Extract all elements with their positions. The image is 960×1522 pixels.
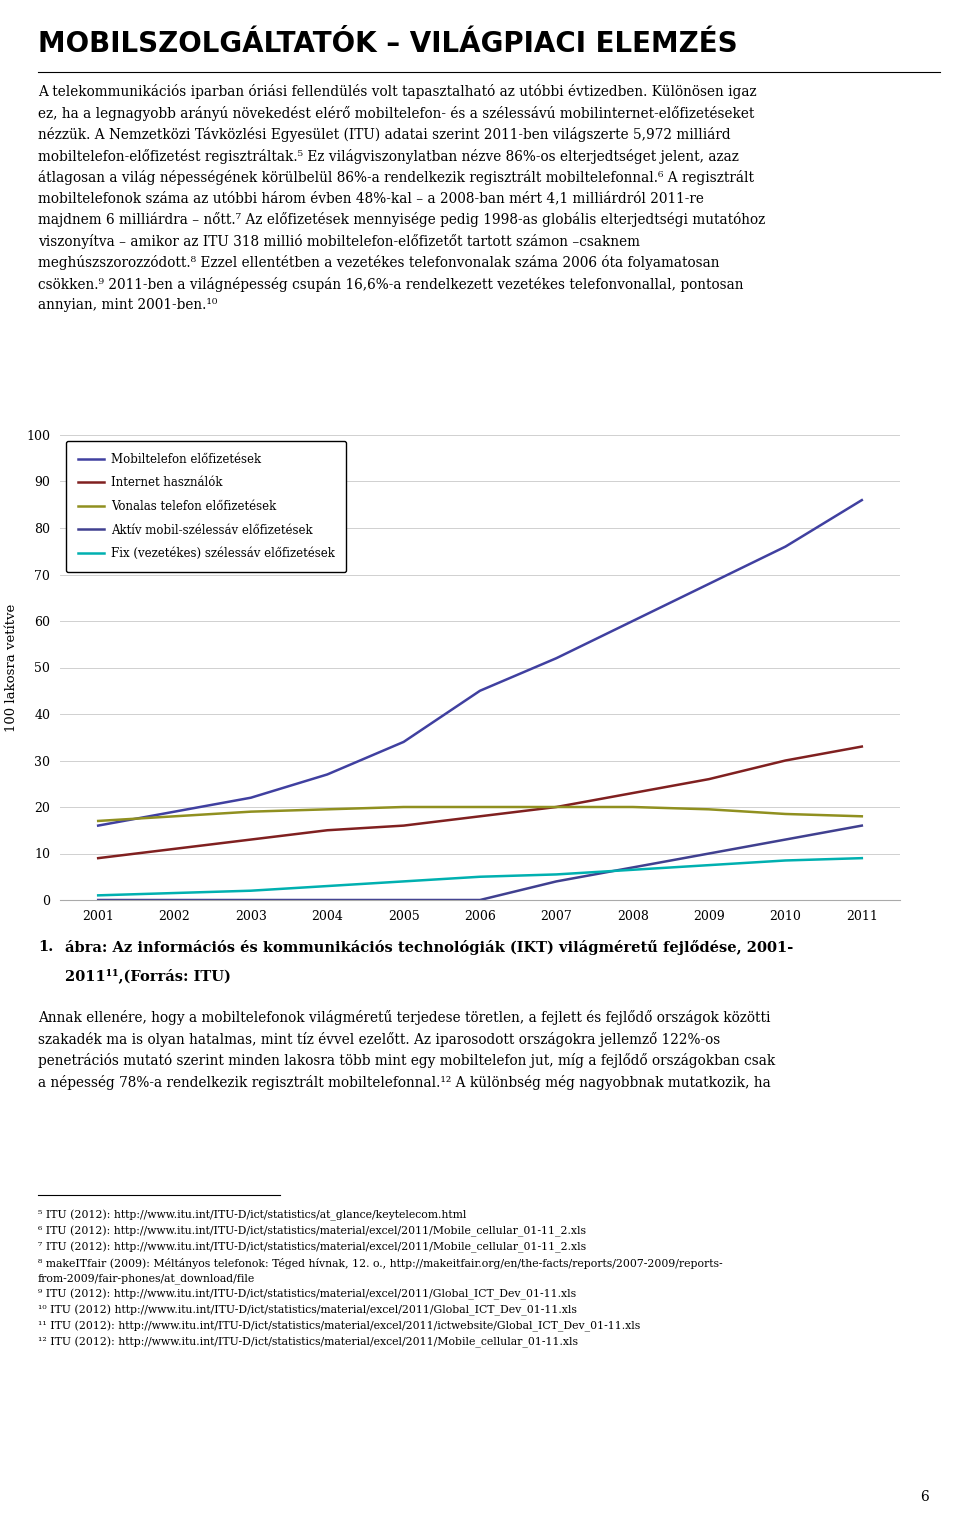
Text: ⁵ ITU (2012): http://www.itu.int/ITU-D/ict/statistics/at_glance/keytelecom.html
: ⁵ ITU (2012): http://www.itu.int/ITU-D/i… bbox=[38, 1210, 723, 1348]
Text: MOBILSZOLGÁLTATÓK – VILÁGPIACI ELEMZÉS: MOBILSZOLGÁLTATÓK – VILÁGPIACI ELEMZÉS bbox=[38, 30, 737, 58]
Aktív mobil-szélessáv előfizetések bbox=[856, 816, 868, 834]
Fix (vezetékes) szélessáv előfizetések bbox=[397, 872, 409, 890]
Mobiltelefon előfizetések bbox=[474, 682, 486, 700]
Text: ábra: Az információs és kommunikációs technológiák (IKT) világméretű fejlődése, : ábra: Az információs és kommunikációs te… bbox=[65, 941, 793, 954]
Fix (vezetékes) szélessáv előfizetések bbox=[169, 884, 180, 903]
Mobiltelefon előfizetések bbox=[704, 575, 715, 594]
Internet használók bbox=[245, 831, 256, 849]
Text: 1.: 1. bbox=[38, 941, 53, 954]
Aktív mobil-szélessáv előfizetések bbox=[780, 831, 791, 849]
Internet használók bbox=[92, 849, 104, 868]
Fix (vezetékes) szélessáv előfizetések bbox=[322, 877, 333, 895]
Y-axis label: 100 lakosra vetítve: 100 lakosra vetítve bbox=[5, 603, 18, 732]
Aktív mobil-szélessáv előfizetések bbox=[322, 890, 333, 909]
Text: 6: 6 bbox=[920, 1490, 928, 1504]
Vonalas telefon előfizetések bbox=[780, 805, 791, 823]
Mobiltelefon előfizetések bbox=[627, 612, 638, 630]
Aktív mobil-szélessáv előfizetések bbox=[627, 858, 638, 877]
Fix (vezetékes) szélessáv előfizetések bbox=[627, 860, 638, 878]
Aktív mobil-szélessáv előfizetések bbox=[474, 890, 486, 909]
Fix (vezetékes) szélessáv előfizetések bbox=[704, 855, 715, 874]
Aktív mobil-szélessáv előfizetések bbox=[704, 845, 715, 863]
Fix (vezetékes) szélessáv előfizetések bbox=[245, 881, 256, 900]
Internet használók bbox=[780, 752, 791, 770]
Aktív mobil-szélessáv előfizetések bbox=[169, 890, 180, 909]
Mobiltelefon előfizetések bbox=[169, 802, 180, 820]
Vonalas telefon előfizetések bbox=[397, 798, 409, 816]
Fix (vezetékes) szélessáv előfizetések bbox=[551, 866, 563, 884]
Aktív mobil-szélessáv előfizetések bbox=[397, 890, 409, 909]
Vonalas telefon előfizetések bbox=[245, 802, 256, 820]
Vonalas telefon előfizetések bbox=[169, 807, 180, 825]
Mobiltelefon előfizetések bbox=[245, 788, 256, 807]
Line: Vonalas telefon előfizetések: Vonalas telefon előfizetések bbox=[98, 807, 862, 820]
Vonalas telefon előfizetések bbox=[551, 798, 563, 816]
Text: 2011¹¹,(Forrás: ITU): 2011¹¹,(Forrás: ITU) bbox=[65, 968, 230, 983]
Internet használók bbox=[397, 816, 409, 834]
Vonalas telefon előfizetések bbox=[322, 801, 333, 819]
Internet használók bbox=[322, 820, 333, 839]
Aktív mobil-szélessáv előfizetések bbox=[551, 872, 563, 890]
Internet használók bbox=[551, 798, 563, 816]
Text: A telekommunikációs iparban óriási fellendülés volt tapasztalható az utóbbi évti: A telekommunikációs iparban óriási felle… bbox=[38, 84, 765, 312]
Legend: Mobiltelefon előfizetések, Internet használók, Vonalas telefon előfizetések, Akt: Mobiltelefon előfizetések, Internet hasz… bbox=[66, 441, 347, 572]
Mobiltelefon előfizetések bbox=[92, 816, 104, 834]
Line: Internet használók: Internet használók bbox=[98, 747, 862, 858]
Vonalas telefon előfizetések bbox=[627, 798, 638, 816]
Fix (vezetékes) szélessáv előfizetések bbox=[474, 868, 486, 886]
Text: Annak ellenére, hogy a mobiltelefonok világméretű terjedese töretlen, a fejlett : Annak ellenére, hogy a mobiltelefonok vi… bbox=[38, 1011, 776, 1090]
Line: Aktív mobil-szélessáv előfizetések: Aktív mobil-szélessáv előfizetések bbox=[98, 825, 862, 900]
Mobiltelefon előfizetések bbox=[322, 766, 333, 784]
Mobiltelefon előfizetések bbox=[780, 537, 791, 556]
Vonalas telefon előfizetések bbox=[856, 807, 868, 825]
Mobiltelefon előfizetések bbox=[397, 732, 409, 750]
Line: Mobiltelefon előfizetések: Mobiltelefon előfizetések bbox=[98, 501, 862, 825]
Internet használók bbox=[856, 738, 868, 756]
Aktív mobil-szélessáv előfizetések bbox=[245, 890, 256, 909]
Line: Fix (vezetékes) szélessáv előfizetések: Fix (vezetékes) szélessáv előfizetések bbox=[98, 858, 862, 895]
Fix (vezetékes) szélessáv előfizetések bbox=[92, 886, 104, 904]
Internet használók bbox=[474, 807, 486, 825]
Vonalas telefon előfizetések bbox=[704, 801, 715, 819]
Vonalas telefon előfizetések bbox=[474, 798, 486, 816]
Internet használók bbox=[169, 840, 180, 858]
Aktív mobil-szélessáv előfizetések bbox=[92, 890, 104, 909]
Fix (vezetékes) szélessáv előfizetések bbox=[856, 849, 868, 868]
Vonalas telefon előfizetések bbox=[92, 811, 104, 829]
Mobiltelefon előfizetések bbox=[856, 492, 868, 510]
Internet használók bbox=[704, 770, 715, 788]
Fix (vezetékes) szélessáv előfizetések bbox=[780, 851, 791, 869]
Internet használók bbox=[627, 784, 638, 802]
Mobiltelefon előfizetések bbox=[551, 648, 563, 667]
